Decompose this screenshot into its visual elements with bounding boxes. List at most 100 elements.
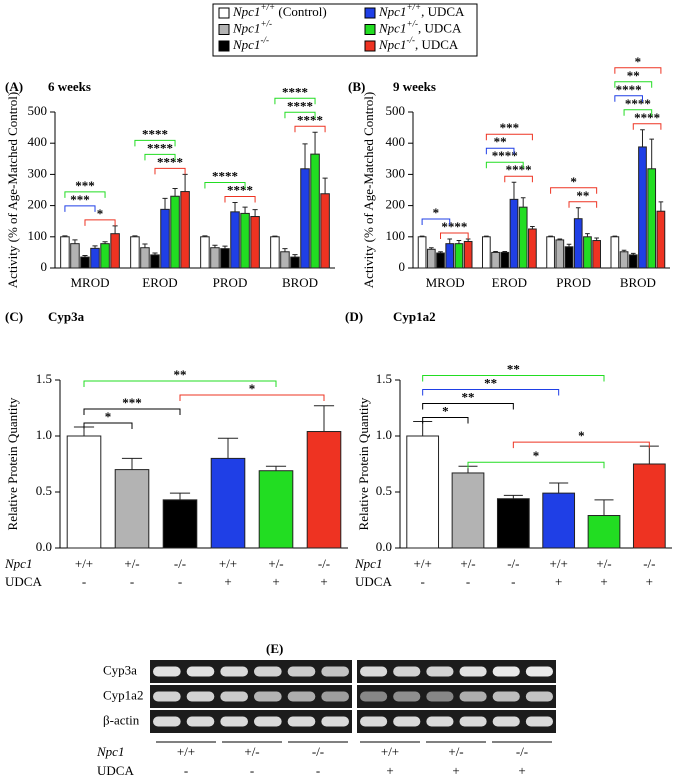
udca-label: + bbox=[386, 763, 393, 778]
bar bbox=[110, 233, 120, 269]
bar bbox=[258, 470, 294, 549]
significance-bracket bbox=[485, 147, 515, 155]
significance-label: **** bbox=[634, 110, 660, 125]
significance-bracket bbox=[614, 81, 653, 88]
error-bar bbox=[322, 177, 328, 194]
error-bar bbox=[428, 247, 434, 250]
significance-label: ** bbox=[494, 134, 507, 149]
error-bar bbox=[222, 245, 228, 249]
udca-label: + bbox=[272, 574, 279, 589]
row-label: UDCA bbox=[355, 574, 392, 589]
y-tick-label: 0.0 bbox=[376, 539, 392, 554]
blot-band bbox=[492, 666, 520, 677]
significance-label: **** bbox=[297, 112, 323, 127]
error-bar bbox=[530, 226, 535, 229]
y-tick-label: 100 bbox=[386, 228, 406, 243]
blot-band bbox=[426, 666, 454, 677]
bar bbox=[583, 236, 592, 269]
error-bar bbox=[503, 494, 523, 499]
x-tick-label: BROD bbox=[282, 275, 318, 290]
error-bar bbox=[112, 225, 118, 234]
error-bar bbox=[438, 251, 443, 254]
udca-label: - bbox=[130, 574, 134, 589]
error-bar bbox=[594, 237, 599, 241]
bar bbox=[564, 246, 574, 269]
significance-bracket bbox=[512, 441, 650, 449]
error-bar bbox=[312, 131, 318, 155]
bar bbox=[250, 216, 260, 269]
bar bbox=[619, 251, 629, 269]
error-bar bbox=[456, 240, 462, 244]
udca-label: - bbox=[184, 763, 188, 778]
bar bbox=[280, 251, 290, 269]
y-tick-label: 500 bbox=[386, 103, 406, 118]
bar bbox=[451, 472, 485, 549]
error-bar bbox=[640, 129, 645, 147]
udca-label: + bbox=[320, 574, 327, 589]
blot-image bbox=[150, 685, 352, 708]
significance-label: * bbox=[249, 381, 256, 396]
error-bar bbox=[292, 254, 298, 258]
blot-image bbox=[357, 685, 556, 708]
udca-label: + bbox=[646, 574, 653, 589]
error-bar bbox=[121, 457, 143, 470]
panel-label: (B) bbox=[348, 79, 365, 94]
error-bar bbox=[142, 243, 148, 248]
bar bbox=[417, 236, 427, 269]
bar bbox=[320, 193, 330, 269]
blot-band bbox=[153, 691, 181, 702]
blot-band bbox=[186, 691, 215, 702]
bar bbox=[628, 254, 638, 269]
significance-bracket bbox=[154, 167, 186, 175]
significance-bracket bbox=[421, 218, 451, 225]
blot-band bbox=[321, 691, 349, 702]
error-bar bbox=[585, 233, 590, 237]
udca-label: - bbox=[82, 574, 86, 589]
significance-label: **** bbox=[142, 126, 168, 141]
significance-label: ** bbox=[174, 367, 187, 382]
bar bbox=[610, 236, 620, 269]
blot-band bbox=[153, 666, 181, 677]
significance-label: * bbox=[533, 448, 540, 463]
udca-label: - bbox=[316, 763, 320, 778]
significance-label: **** bbox=[282, 84, 308, 99]
significance-bracket bbox=[485, 133, 533, 141]
blot-row-label: β-actin bbox=[103, 712, 140, 727]
legend-swatch bbox=[364, 7, 376, 19]
x-tick-label: MROD bbox=[426, 275, 465, 290]
panel-title: Cyp3a bbox=[48, 309, 85, 324]
bar bbox=[130, 236, 140, 269]
genotype-label: +/- bbox=[448, 744, 463, 759]
error-bar bbox=[575, 207, 581, 219]
row-label: Npc1 bbox=[354, 556, 382, 571]
error-bar bbox=[493, 250, 498, 253]
error-bar bbox=[217, 437, 239, 459]
blot-band bbox=[186, 716, 215, 727]
significance-label: ** bbox=[576, 188, 589, 203]
legend-label: Npc1+/- bbox=[232, 19, 272, 36]
blot-row-label: Cyp1a2 bbox=[103, 687, 143, 702]
bar bbox=[200, 236, 210, 269]
error-bar bbox=[502, 250, 508, 253]
blot-band bbox=[153, 716, 181, 727]
significance-label: ** bbox=[507, 361, 520, 376]
error-bar bbox=[658, 201, 664, 212]
y-tick-label: 0.5 bbox=[36, 483, 52, 498]
blot-band bbox=[492, 691, 520, 702]
legend-label: Npc1+/-, UDCA bbox=[378, 19, 462, 36]
y-tick-label: 0.5 bbox=[376, 483, 392, 498]
blot-band bbox=[426, 716, 454, 727]
bar bbox=[518, 206, 528, 269]
y-tick-label: 200 bbox=[28, 197, 48, 212]
blot-band bbox=[186, 666, 215, 677]
panel-label: (E) bbox=[266, 641, 283, 656]
significance-bracket bbox=[422, 374, 605, 382]
significance-bracket bbox=[83, 408, 181, 416]
bar bbox=[555, 239, 565, 269]
x-tick-label: +/+ bbox=[414, 556, 432, 571]
x-tick-label: -/- bbox=[643, 556, 655, 571]
error-bar bbox=[162, 197, 168, 210]
bar bbox=[496, 498, 530, 549]
significance-label: * bbox=[578, 428, 585, 443]
error-bar bbox=[549, 482, 569, 494]
